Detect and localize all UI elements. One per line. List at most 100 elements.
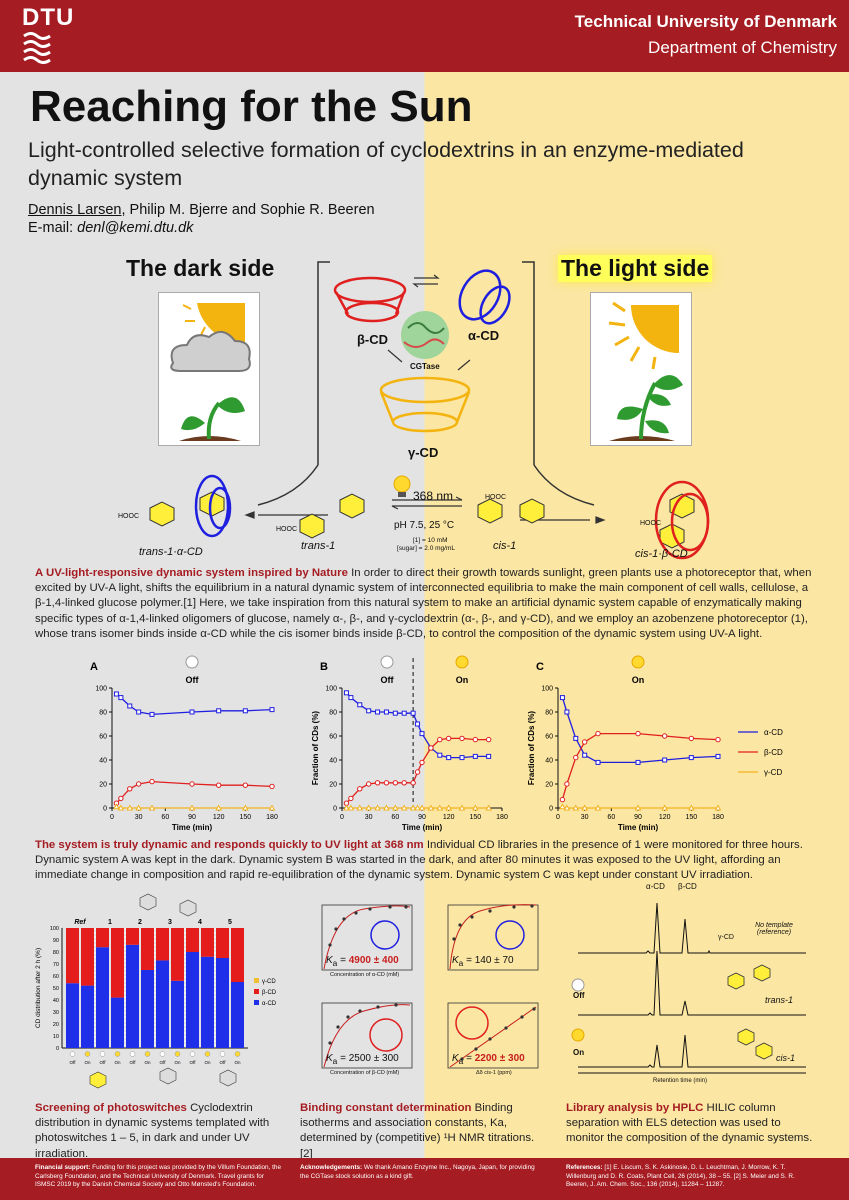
data-point — [635, 759, 641, 765]
y-tick-label: 80 — [53, 950, 59, 956]
y-tick-label: 50 — [53, 986, 59, 992]
condition-label: Off — [130, 1060, 137, 1065]
data-point — [458, 804, 466, 811]
bulb-off-icon — [99, 1051, 106, 1057]
data-point — [356, 804, 364, 811]
y-tick-label: 70 — [53, 962, 59, 968]
chart-panel-c: C 0 30 60 90 120 150 180 0 20 40 60 80 100 Time (min) F… — [527, 655, 724, 832]
footer-references: References: [1] E. Liscum, S. K. Askinos… — [566, 1164, 816, 1190]
x-tick-label: 0 — [340, 814, 344, 821]
screening-body: Cyclodextrin distribution in dynamic sys… — [35, 1102, 270, 1160]
x-tick-label: 120 — [659, 814, 671, 821]
hplc-xlabel: Retention time (min) — [653, 1078, 708, 1084]
data-point — [126, 804, 134, 811]
data-point — [428, 745, 434, 751]
beta-cd-label: β-CD — [357, 332, 389, 347]
footer-acknowledgements: Acknowledgements: We thank Amano Enzyme … — [300, 1164, 545, 1181]
data-point — [581, 804, 589, 811]
data-point — [118, 795, 124, 802]
y-tick-label: 0 — [333, 806, 337, 813]
data-point — [485, 804, 493, 811]
authors: Dennis Larsen, Philip M. Bjerre and Soph… — [28, 202, 375, 218]
x-tick-label: 120 — [443, 814, 455, 821]
data-point — [471, 804, 479, 811]
x-tick-label: 0 — [556, 814, 560, 821]
x-tick-label: 30 — [365, 814, 373, 821]
y-tick-label: 0 — [549, 806, 553, 813]
data-point — [559, 796, 566, 803]
data-point — [148, 804, 156, 811]
x-tick-label: 60 — [391, 814, 399, 821]
data-point — [117, 804, 125, 811]
data-point — [375, 709, 381, 715]
bar-beta-cd — [216, 928, 229, 958]
data-point — [135, 781, 142, 787]
data-point — [418, 804, 426, 811]
y-tick-label: 40 — [545, 758, 553, 765]
y-axis-label: Fraction of CDs (%) — [527, 711, 536, 786]
intro-paragraph: A UV-light-responsive dynamic system ins… — [35, 566, 815, 642]
alpha-cd-label: α-CD — [468, 328, 500, 343]
ka-2-value: 140 ± 70 — [474, 955, 514, 966]
data-point — [486, 753, 492, 759]
y-tick-label: 80 — [329, 710, 337, 717]
data-point — [118, 695, 124, 701]
hooc-label-4: HOOC — [640, 520, 661, 527]
screening-bar-chart: CD distribution after 2 h (%) 0 10 20 30 40 50… — [35, 893, 277, 1089]
condition-label: Off — [70, 1060, 77, 1065]
poster-title: Reaching for the Sun — [30, 82, 473, 131]
bar-alpha-cd — [111, 997, 124, 1048]
trans-complex-label: trans-1·α-CD — [139, 546, 203, 558]
data-point — [715, 753, 721, 759]
refs-text: [1] E. Liscum, S. K. Askinosie, D. L. Le… — [566, 1164, 795, 1189]
bar-beta-cd — [96, 928, 109, 948]
binding-heading: Binding constant determination — [300, 1102, 472, 1114]
hplc-no-template-label: No template (reference) — [755, 922, 793, 936]
panel-label: A — [90, 661, 98, 673]
hooc-label-1: HOOC — [118, 513, 139, 520]
x-axis-label: Time (min) — [618, 823, 659, 832]
cgtase-label: CGTase — [410, 362, 440, 371]
dark-side-title: The dark side — [126, 255, 275, 281]
legend-label: β-CD — [764, 748, 783, 757]
data-point — [715, 736, 721, 743]
ka-4-value: 2200 ± 300 — [474, 1053, 525, 1064]
data-point — [357, 786, 363, 792]
y-tick-label: 60 — [53, 974, 59, 980]
data-point — [459, 735, 465, 742]
data-point — [581, 739, 588, 745]
data-point — [347, 804, 355, 811]
data-point — [113, 803, 120, 810]
condition-label: Off — [220, 1060, 227, 1065]
bar-alpha-cd — [201, 956, 214, 1048]
intro-body: In order to direct their growth towards … — [35, 567, 812, 640]
y-tick-label: 80 — [545, 710, 553, 717]
condition-label: On — [84, 1060, 91, 1065]
data-point — [127, 786, 133, 792]
data-point — [415, 721, 421, 727]
email-line: E-mail: denl@kemi.dtu.dk — [28, 220, 193, 236]
y-tick-label: 0 — [103, 806, 107, 813]
bulb-on-icon — [234, 1051, 241, 1057]
data-point — [343, 690, 349, 696]
ka-3: Ka = 2500 ± 300 — [326, 1053, 399, 1066]
legend-label: γ-CD — [764, 768, 782, 777]
funding-text: Funding for this project was provided by… — [35, 1164, 282, 1189]
bar-beta-cd — [111, 928, 124, 998]
x-axis-label: Time (min) — [172, 823, 213, 832]
binding-isotherms — [321, 904, 539, 1069]
x-tick-label: 90 — [634, 814, 642, 821]
y-tick-label: 20 — [99, 782, 107, 789]
cis-label: cis-1 — [493, 540, 517, 552]
email-link[interactable]: denl@kemi.dtu.dk — [77, 220, 194, 236]
hplc-cis-label: cis-1 — [776, 1053, 796, 1063]
x-tick-label: 60 — [161, 814, 169, 821]
data-point — [661, 733, 668, 739]
kinetics-charts: A 0 30 60 90 120 150 180 0 20 40 60 80 100 Time (min) F… — [90, 655, 783, 832]
data-point — [688, 755, 694, 761]
group-label: 2 — [138, 919, 142, 926]
data-point — [410, 710, 416, 716]
y-axis-label: CD distribution after 2 h (%) — [35, 948, 42, 1028]
y-tick-label: 60 — [99, 734, 107, 741]
data-point — [661, 804, 669, 811]
